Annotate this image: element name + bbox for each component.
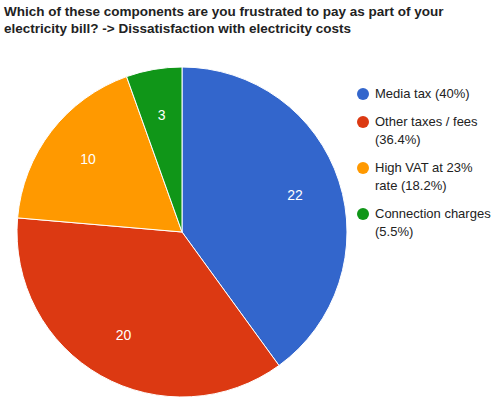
data-label: 20 [116,327,132,343]
data-labels: 22 20 10 3 [80,107,303,344]
legend-label: Media tax (40%) [375,86,470,101]
chart: Which of these components are you frustr… [0,0,500,399]
legend-label: High VAT at 23%rate (18.2%) [375,160,473,193]
legend-label: Connection charges(5.5%) [375,206,491,239]
slices [17,67,347,397]
legend-swatch [357,162,369,174]
chart-title: Which of these components are you frustr… [4,4,444,36]
legend-label: Other taxes / fees(36.4%) [375,114,478,147]
legend: Media tax (40%) Other taxes / fees(36.4%)… [357,86,491,239]
legend-swatch [357,208,369,220]
data-label: 22 [287,187,303,203]
legend-swatch [357,116,369,128]
data-label: 3 [158,107,166,123]
pie-slice [17,218,279,397]
legend-swatch [357,88,369,100]
data-label: 10 [80,151,96,167]
pie-slice [127,67,182,232]
